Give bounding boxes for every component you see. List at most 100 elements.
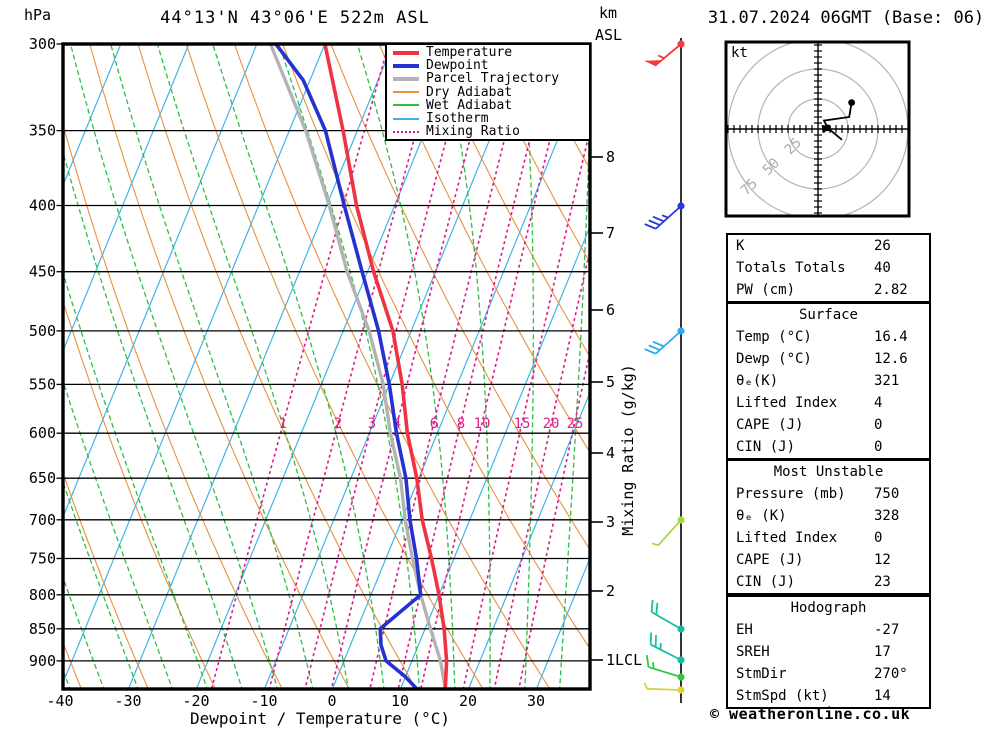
table-row-value: 12	[874, 552, 891, 568]
km-axis: 8 7 6 5 4 3 2 1LCL	[590, 148, 642, 669]
chart-legend: Temperature Dewpoint Parcel Trajectory Dry …	[385, 43, 591, 141]
table-row: CIN (J) 0	[728, 436, 929, 458]
table-header: Hodograph	[790, 600, 867, 616]
table-row-label: CIN (J)	[736, 439, 796, 455]
table-header: Surface	[798, 307, 858, 323]
table-row-value: -27	[874, 622, 900, 638]
svg-text:750: 750	[29, 550, 56, 568]
series-parcel-trajectory	[268, 44, 447, 689]
table-row-label: K	[736, 238, 745, 254]
svg-text:850: 850	[29, 620, 56, 638]
table-row-value: 4	[874, 395, 883, 411]
svg-text:-40: -40	[46, 692, 73, 710]
legend-item: Parcel Trajectory	[393, 71, 589, 86]
wind-barb	[643, 682, 685, 694]
legend-label: Dry Adiabat	[426, 84, 513, 100]
table-row-value: 270°	[874, 666, 908, 682]
table-row: θₑ (K) 328	[728, 505, 929, 527]
table-row: EH -27	[728, 619, 929, 641]
plot-border	[61, 42, 592, 691]
indices-table: Surface Temp (°C) 16.4 Dewp (°C) 12.6 θₑ(K) 32…	[726, 302, 931, 460]
svg-text:-20: -20	[182, 692, 209, 710]
svg-text:20: 20	[543, 416, 560, 432]
datetime-title: 31.07.2024 06GMT (Base: 06)	[707, 8, 985, 28]
svg-text:1LCL: 1LCL	[606, 651, 642, 669]
legend-swatch-line	[393, 76, 419, 81]
legend-swatch-line	[393, 117, 419, 120]
table-row-label: CIN (J)	[736, 574, 796, 590]
table-row-value: 26	[874, 238, 891, 254]
table-row-label: StmDir	[736, 666, 787, 682]
table-row: PW (cm) 2.82	[728, 279, 929, 301]
table-row-label: StmSpd (kt)	[736, 688, 829, 704]
svg-text:3: 3	[368, 416, 376, 432]
legend-label: Temperature	[426, 45, 513, 61]
svg-text:500: 500	[29, 322, 56, 340]
series-temperature	[323, 44, 449, 689]
svg-text:-30: -30	[114, 692, 141, 710]
svg-text:2: 2	[334, 416, 342, 432]
svg-text:10: 10	[391, 692, 409, 710]
table-row: Temp (°C) 16.4	[728, 326, 929, 348]
svg-text:8: 8	[457, 416, 465, 432]
series-dewpoint	[274, 44, 423, 689]
svg-text:450: 450	[29, 263, 56, 281]
svg-text:8: 8	[606, 148, 615, 166]
table-row-value: 2.82	[874, 282, 908, 298]
hodograph-unit-label: kt	[731, 45, 748, 61]
table-row-label: Pressure (mb)	[736, 486, 846, 502]
table-row-label: CAPE (J)	[736, 417, 804, 433]
table-row-label: CAPE (J)	[736, 552, 804, 568]
legend-swatch-line	[393, 91, 419, 94]
wind-barb	[649, 632, 685, 664]
legend-label: Dewpoint	[426, 58, 489, 74]
svg-text:2: 2	[606, 582, 615, 600]
table-row-value: 0	[874, 439, 883, 455]
svg-text:6: 6	[430, 416, 438, 432]
legend-item: Mixing Ratio	[393, 124, 589, 139]
table-row-label: Lifted Index	[736, 530, 838, 546]
legend-item: Dewpoint	[393, 58, 589, 74]
table-row-label: Totals Totals	[736, 260, 846, 276]
indices-table: K 26 Totals Totals 40 PW (cm) 2.82	[726, 233, 931, 303]
table-row-label: SREH	[736, 644, 770, 660]
svg-text:4: 4	[606, 444, 615, 462]
table-row-value: 321	[874, 373, 900, 389]
table-row-value: 17	[874, 644, 891, 660]
table-row-label: θₑ(K)	[736, 373, 779, 389]
table-row-label: Lifted Index	[736, 395, 838, 411]
legend-label: Isotherm	[426, 111, 489, 127]
table-row-value: 23	[874, 574, 891, 590]
table-row: Pressure (mb) 750	[728, 483, 929, 505]
table-row: StmDir 270°	[728, 663, 929, 685]
table-row: StmSpd (kt) 14	[728, 685, 929, 707]
wind-barb-column	[643, 38, 685, 703]
svg-text:400: 400	[29, 197, 56, 215]
svg-text:5: 5	[606, 373, 615, 391]
table-row: θₑ(K) 321	[728, 370, 929, 392]
table-row-label: PW (cm)	[736, 282, 796, 298]
table-row: Lifted Index 0	[728, 527, 929, 549]
table-row-value: 14	[874, 688, 891, 704]
svg-text:650: 650	[29, 469, 56, 487]
svg-text:800: 800	[29, 586, 56, 604]
wind-barb	[644, 40, 685, 67]
table-row-value: 0	[874, 530, 883, 546]
temperature-tick-labels: -40 -30 -20 -10 0 10 20 30	[46, 692, 545, 710]
table-header: Most Unstable	[773, 464, 884, 480]
wind-barb	[650, 599, 685, 633]
table-row-label: θₑ (K)	[736, 508, 787, 524]
legend-swatch-line	[393, 50, 419, 55]
wind-barb	[644, 327, 685, 355]
svg-text:30: 30	[527, 692, 545, 710]
svg-text:900: 900	[29, 652, 56, 670]
indices-table: Hodograph EH -27 SREH 17 StmDir 270° StmSpd (kt…	[726, 595, 931, 709]
table-row: SREH 17	[728, 641, 929, 663]
svg-text:700: 700	[29, 511, 56, 529]
table-row: CAPE (J) 0	[728, 414, 929, 436]
hodograph-trace	[822, 102, 853, 141]
temperature-axis-title: Dewpoint / Temperature (°C)	[189, 709, 451, 728]
